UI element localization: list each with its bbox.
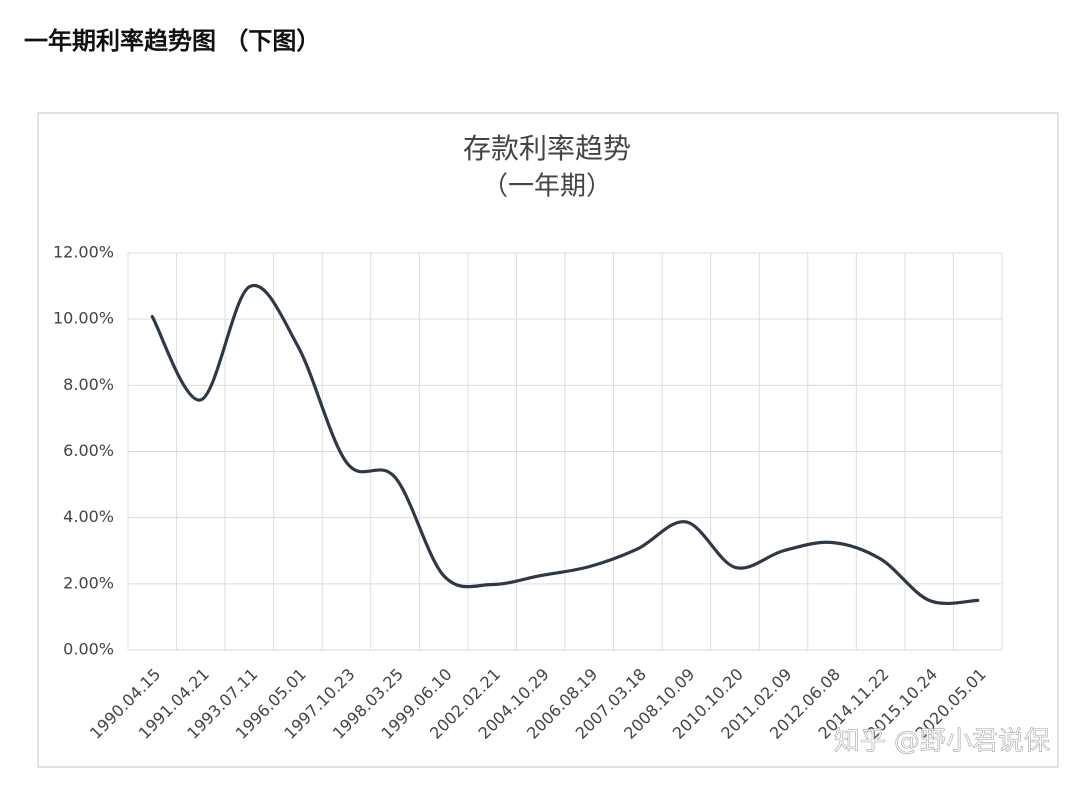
page-heading: 一年期利率趋势图 （下图）: [24, 27, 320, 55]
watermark: 知乎 @野小君说保: [834, 727, 1050, 757]
y-tick-label: 2.00%: [63, 573, 114, 592]
chart-frame: [37, 112, 1059, 768]
chart-subtitle: （一年期）: [482, 172, 612, 202]
rate-line: [150, 283, 980, 606]
y-tick-label: 10.00%: [53, 309, 114, 328]
y-tick-label: 0.00%: [63, 640, 114, 659]
y-tick-label: 6.00%: [63, 441, 114, 460]
chart-title: 存款利率趋势: [463, 132, 631, 165]
y-tick-label: 8.00%: [63, 375, 114, 394]
y-tick-label: 12.00%: [53, 243, 114, 262]
y-tick-label: 4.00%: [63, 507, 114, 526]
